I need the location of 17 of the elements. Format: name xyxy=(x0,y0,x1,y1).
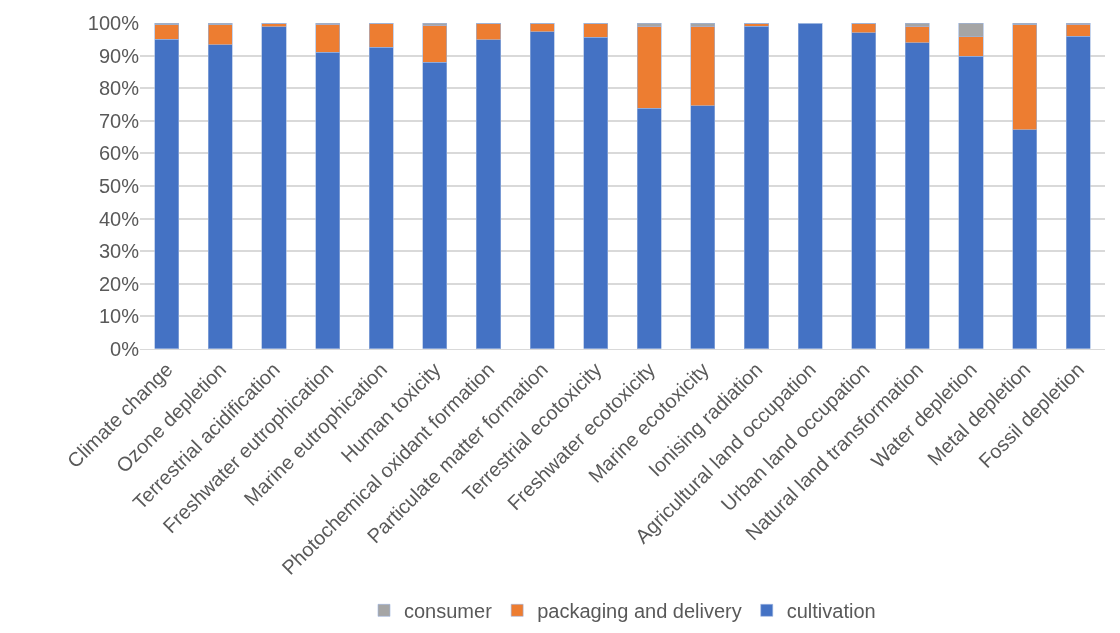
bar xyxy=(797,23,823,349)
bar xyxy=(261,26,287,349)
y-tick-label: 20% xyxy=(98,272,140,295)
y-tick-label: 0% xyxy=(110,337,140,360)
y-tick-label: 70% xyxy=(98,109,140,132)
y-tick-label: 30% xyxy=(98,240,140,263)
y-tick-label: 80% xyxy=(98,77,140,100)
y-tick-label: 90% xyxy=(98,44,140,67)
bar xyxy=(744,25,769,349)
y-tick-label: 100% xyxy=(87,12,140,34)
y-tick-label: 50% xyxy=(98,174,140,197)
legend-label: packaging and delivery xyxy=(537,600,742,623)
y-tick-label: 40% xyxy=(98,207,140,230)
legend-label: consumer xyxy=(404,600,493,623)
legend-label: cultivation xyxy=(786,600,876,623)
y-tick-label: 60% xyxy=(98,142,140,165)
y-tick-label: 10% xyxy=(98,305,140,328)
